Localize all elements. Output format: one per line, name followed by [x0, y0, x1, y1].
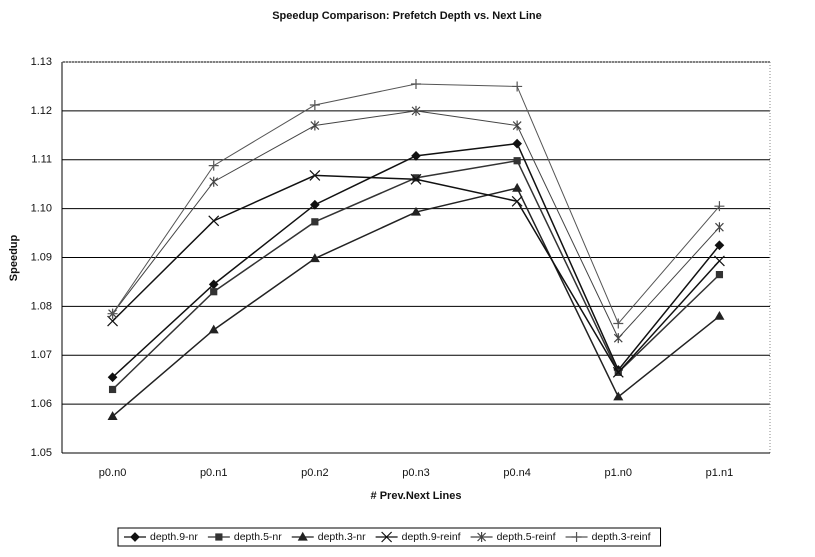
marker: [715, 222, 724, 233]
x-axis-label: # Prev.Next Lines: [371, 490, 462, 502]
x-tick-label: p0.n4: [503, 467, 531, 479]
marker: [107, 411, 118, 420]
marker: [612, 366, 624, 378]
x-tick-label: p1.n1: [706, 467, 734, 479]
y-tick-label: 1.12: [31, 105, 52, 117]
marker: [107, 372, 118, 383]
x-tick-label: p0.n3: [402, 467, 430, 479]
marker: [309, 100, 320, 111]
marker: [130, 532, 140, 542]
y-tick-label: 1.11: [31, 154, 52, 166]
marker: [512, 182, 523, 192]
x-tick-label: p0.n1: [200, 467, 228, 479]
marker: [512, 81, 523, 92]
marker: [411, 105, 421, 116]
marker: [209, 176, 219, 187]
y-axis-label: Speedup: [8, 234, 20, 281]
marker: [714, 310, 725, 320]
y-tick-label: 1.05: [31, 447, 52, 459]
marker: [107, 308, 118, 319]
marker: [477, 532, 487, 542]
marker: [715, 271, 724, 279]
y-tick-label: 1.10: [31, 203, 52, 215]
marker: [309, 169, 321, 181]
x-tick-label: p1.n0: [605, 467, 633, 479]
legend-label: depth.3-reinf: [592, 531, 651, 543]
marker: [215, 533, 223, 541]
marker: [108, 385, 117, 394]
marker: [412, 174, 420, 182]
legend-label: depth.9-nr: [150, 531, 198, 543]
marker: [410, 173, 422, 185]
marker: [714, 240, 725, 251]
marker: [511, 195, 523, 207]
y-tick-label: 1.07: [31, 349, 52, 361]
y-tick-label: 1.06: [31, 398, 52, 410]
marker: [613, 333, 623, 344]
marker: [411, 150, 421, 161]
marker: [208, 160, 219, 171]
series-line: [112, 110, 720, 340]
legend-label: depth.3-nr: [318, 531, 366, 543]
x-tick-label: p0.n2: [301, 467, 329, 479]
marker: [381, 531, 393, 543]
series-line: [112, 83, 720, 325]
marker: [311, 218, 319, 226]
marker: [309, 253, 320, 263]
legend-label: depth.9-reinf: [402, 531, 461, 543]
marker: [512, 120, 522, 131]
marker: [714, 255, 725, 267]
marker: [411, 78, 421, 89]
marker: [613, 391, 624, 401]
marker: [714, 201, 725, 212]
marker: [210, 288, 218, 296]
marker: [208, 215, 220, 227]
marker: [513, 157, 521, 165]
x-tick-label: p0.n0: [99, 467, 127, 479]
marker: [208, 324, 219, 334]
y-tick-label: 1.13: [31, 56, 52, 68]
marker: [613, 318, 624, 329]
legend-label: depth.5-reinf: [497, 531, 556, 543]
chart-title: Speedup Comparison: Prefetch Depth vs. N…: [272, 10, 542, 22]
marker: [571, 532, 582, 542]
legend-label: depth.5-nr: [234, 531, 282, 543]
series-line: [112, 174, 720, 374]
marker: [310, 120, 320, 131]
marker: [512, 138, 522, 149]
y-tick-label: 1.08: [31, 300, 52, 312]
marker: [410, 206, 422, 216]
y-tick-label: 1.09: [31, 251, 52, 263]
marker: [310, 199, 320, 210]
marker: [297, 531, 308, 541]
